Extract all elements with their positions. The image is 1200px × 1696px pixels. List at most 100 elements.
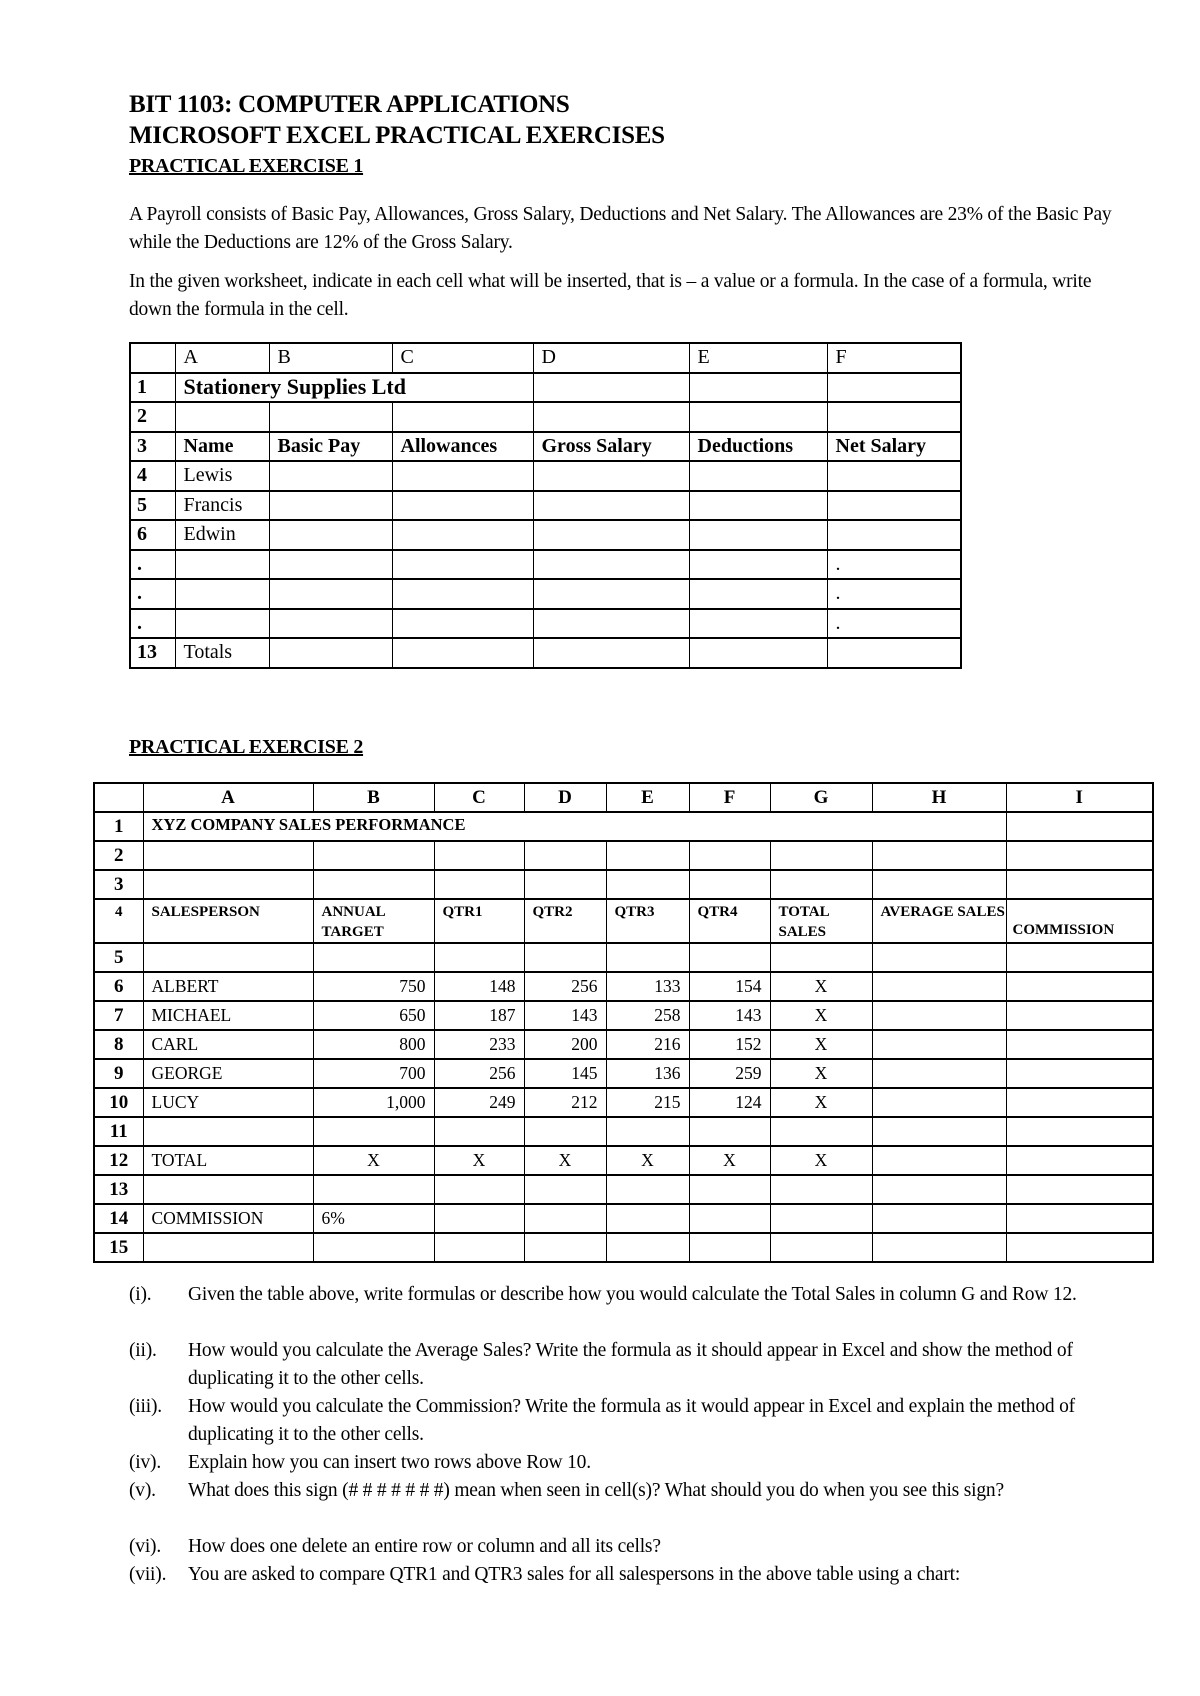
cell bbox=[268, 578, 393, 609]
cell bbox=[605, 1232, 690, 1263]
cell: 259 bbox=[688, 1058, 771, 1089]
cell: MICHAEL bbox=[142, 1000, 314, 1031]
cell: X bbox=[769, 1000, 873, 1031]
question-item: (ii). How would you calculate the Average… bbox=[129, 1337, 1129, 1393]
cell: X bbox=[769, 1058, 873, 1089]
cell bbox=[312, 840, 435, 871]
field-header-label: QTR3 bbox=[614, 904, 655, 920]
cell: 6% bbox=[312, 1203, 435, 1234]
field-header-row: 4 SALESPERSON ANNUAL TARGET QTR1 QTR2 QTR3 QTR… bbox=[93, 898, 1154, 944]
row-number: 3 bbox=[93, 869, 144, 900]
cell bbox=[433, 1174, 525, 1205]
cell: X bbox=[523, 1145, 607, 1176]
cell bbox=[1005, 1116, 1154, 1147]
row-number: 4 bbox=[129, 460, 176, 491]
cell: 212 bbox=[523, 1087, 607, 1118]
cell bbox=[688, 869, 771, 900]
cell bbox=[433, 840, 525, 871]
table-row: .. bbox=[129, 607, 962, 639]
cell: COMMISSION bbox=[142, 1203, 314, 1234]
row-number: . bbox=[129, 548, 176, 580]
cell bbox=[174, 607, 270, 639]
row-number: 9 bbox=[93, 1058, 144, 1089]
cell bbox=[268, 401, 393, 432]
column-header: F bbox=[688, 782, 771, 813]
cell bbox=[312, 1232, 435, 1263]
table-row: 9 GEORGE 700 256 145 136 259 X bbox=[93, 1058, 1154, 1089]
question-item: (i). Given the table above, write formula… bbox=[129, 1281, 1129, 1337]
cell bbox=[1005, 1145, 1154, 1176]
cell bbox=[433, 869, 525, 900]
table-row: 8 CARL 800 233 200 216 152 X bbox=[93, 1029, 1154, 1060]
cell bbox=[688, 519, 828, 550]
cell bbox=[605, 1174, 690, 1205]
cell bbox=[142, 942, 314, 973]
cell bbox=[532, 519, 690, 550]
table-row: .. bbox=[129, 578, 962, 609]
exercise1-paragraph1: A Payroll consists of Basic Pay, Allowan… bbox=[129, 204, 1112, 253]
cell: 700 bbox=[312, 1058, 435, 1089]
cell: 216 bbox=[605, 1029, 690, 1060]
table-row: 6 ALBERT 750 148 256 133 154 X bbox=[93, 971, 1154, 1002]
cell bbox=[871, 942, 1007, 973]
cell: 233 bbox=[433, 1029, 525, 1060]
cell bbox=[433, 1203, 525, 1234]
cell: 148 bbox=[433, 971, 525, 1002]
cell bbox=[688, 401, 828, 432]
cell bbox=[1005, 869, 1154, 900]
table-row: 3 bbox=[93, 869, 1154, 900]
cell bbox=[871, 840, 1007, 871]
table-row: 14 COMMISSION 6% bbox=[93, 1203, 1154, 1234]
cell bbox=[871, 1232, 1007, 1263]
cell: X bbox=[605, 1145, 690, 1176]
cell bbox=[871, 869, 1007, 900]
cell bbox=[523, 1174, 607, 1205]
row-number: . bbox=[129, 607, 176, 639]
row-number-label: 4 bbox=[115, 904, 123, 920]
cell bbox=[268, 548, 393, 580]
cell bbox=[391, 519, 534, 550]
corner-cell bbox=[93, 782, 144, 813]
table-row: 1 XYZ COMPANY SALES PERFORMANCE bbox=[93, 811, 1154, 842]
row-number: 10 bbox=[93, 1087, 144, 1118]
cell bbox=[605, 1203, 690, 1234]
cell: 152 bbox=[688, 1029, 771, 1060]
cell bbox=[826, 637, 962, 668]
cell: X bbox=[769, 971, 873, 1002]
cell: Lewis bbox=[174, 460, 270, 491]
column-header: I bbox=[1005, 782, 1154, 813]
question-label: (vi). bbox=[129, 1536, 162, 1557]
field-header: TOTAL SALES bbox=[769, 898, 873, 944]
cell: 800 bbox=[312, 1029, 435, 1060]
cell bbox=[268, 607, 393, 639]
cell bbox=[688, 578, 828, 609]
column-header: H bbox=[871, 782, 1007, 813]
row-number: 7 bbox=[93, 1000, 144, 1031]
cell bbox=[174, 401, 270, 432]
row-number: 13 bbox=[129, 637, 176, 668]
cell bbox=[605, 1116, 690, 1147]
cell bbox=[268, 460, 393, 491]
field-header: QTR2 bbox=[523, 898, 607, 944]
cell bbox=[826, 489, 962, 521]
cell bbox=[532, 578, 690, 609]
row-number: . bbox=[129, 578, 176, 609]
cell bbox=[1005, 1058, 1154, 1089]
cell bbox=[826, 519, 962, 550]
cell bbox=[688, 1203, 771, 1234]
field-header-label: TOTAL SALES bbox=[778, 904, 829, 940]
cell: Gross Salary bbox=[532, 430, 690, 462]
question-text: What does this sign (# # # # # # #) mean… bbox=[188, 1480, 1004, 1501]
corner-cell bbox=[129, 342, 176, 373]
cell bbox=[871, 1145, 1007, 1176]
cell: 143 bbox=[523, 1000, 607, 1031]
cell bbox=[523, 1116, 607, 1147]
cell bbox=[688, 1174, 771, 1205]
cell: Basic Pay bbox=[268, 430, 393, 462]
cell: 187 bbox=[433, 1000, 525, 1031]
cell bbox=[312, 942, 435, 973]
cell: Name bbox=[174, 430, 270, 462]
column-header: D bbox=[532, 342, 690, 373]
cell: X bbox=[769, 1029, 873, 1060]
cell bbox=[826, 460, 962, 491]
